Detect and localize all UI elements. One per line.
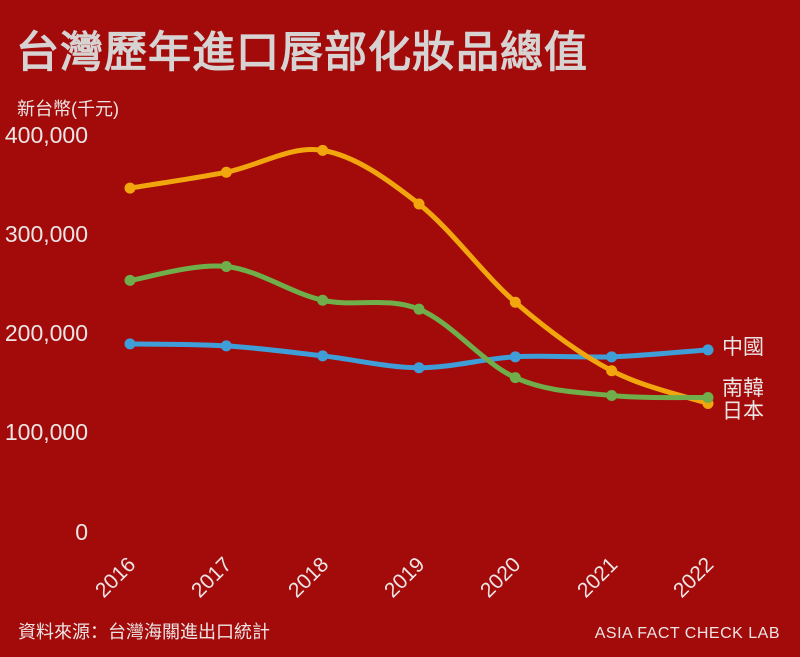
data-point-marker-japan <box>220 166 232 178</box>
credit-label: ASIA FACT CHECK LAB <box>594 625 780 642</box>
y-tick-label: 300,000 <box>4 220 88 247</box>
series-label-japan: 日本 <box>722 399 764 423</box>
source-note: 資料來源：台灣海關進出口統計 <box>18 622 270 642</box>
page-title: 台灣歷年進口唇部化妝品總值 <box>16 29 588 77</box>
series-line-south-korea <box>124 261 714 404</box>
series-line-china <box>124 338 714 374</box>
data-point-marker-china <box>702 344 714 356</box>
data-point-marker-china <box>317 350 329 362</box>
data-point-marker-south-korea <box>317 294 329 306</box>
data-point-marker-china <box>220 340 232 352</box>
data-point-marker-china <box>124 338 136 350</box>
series-label-china: 中國 <box>722 335 764 359</box>
data-point-marker-china <box>509 351 521 363</box>
data-point-marker-south-korea <box>509 372 521 384</box>
data-point-marker-china <box>413 362 425 374</box>
data-point-marker-south-korea <box>220 261 232 273</box>
data-point-marker-south-korea <box>702 392 714 404</box>
data-point-marker-japan <box>317 144 329 156</box>
data-point-marker-china <box>606 351 618 363</box>
data-point-marker-japan <box>509 296 521 308</box>
y-tick-label: 0 <box>75 518 88 545</box>
y-tick-label: 400,000 <box>4 121 88 148</box>
y-tick-label: 100,000 <box>4 419 88 446</box>
series-label-south-korea: 南韓 <box>722 376 764 400</box>
y-axis-unit-label: 新台幣(千元) <box>17 99 119 119</box>
y-tick-label: 200,000 <box>4 320 88 346</box>
data-point-marker-south-korea <box>413 303 425 315</box>
data-point-marker-south-korea <box>124 274 136 286</box>
data-point-marker-south-korea <box>606 390 618 402</box>
data-point-marker-japan <box>413 198 425 210</box>
data-point-marker-japan <box>606 365 618 377</box>
data-point-marker-japan <box>124 182 136 194</box>
